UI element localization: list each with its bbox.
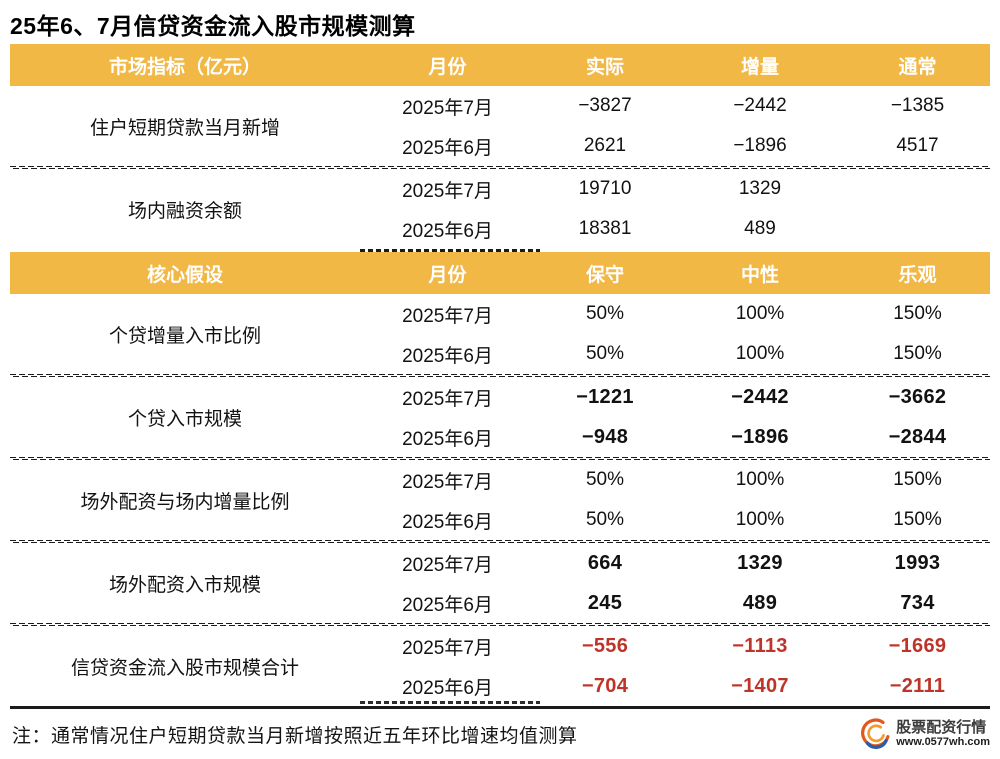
month-cell: 2025年6月 <box>402 345 493 367</box>
month-cell: 2025年7月 <box>402 388 493 410</box>
brand-text: 股票配资行情 www.0577wh.com <box>896 719 990 749</box>
header-cell-neutral: 中性 <box>740 264 779 286</box>
brand-name: 股票配资行情 <box>896 719 987 737</box>
month-cell: 2025年7月 <box>402 637 493 659</box>
value-cell: 50% <box>585 509 625 530</box>
value-cell: 150% <box>893 343 942 364</box>
value-cell: −2844 <box>888 425 947 448</box>
section-label: 个贷入市规模 <box>127 408 242 430</box>
dashed-divider <box>10 374 990 377</box>
dashed-divider <box>10 540 990 543</box>
value-cell: −704 <box>581 674 629 697</box>
table-header-market: 市场指标（亿元） 月份 实际 增量 通常 <box>10 44 990 86</box>
value-cell: 664 <box>587 551 623 574</box>
value-cell: −2111 <box>889 674 946 697</box>
value-cell: −3827 <box>578 95 632 116</box>
value-cell: 100% <box>735 469 785 490</box>
value-cell: −1221 <box>576 385 634 408</box>
value-cell: 100% <box>735 343 785 364</box>
footnote: 注：通常情况住户短期贷款当月新增按照近五年环比增速均值测算 <box>12 725 578 747</box>
value-cell: 150% <box>893 303 942 324</box>
section-otc-scale: 场外配资入市规模 2025年7月 664 1329 1993 2025年6月 2… <box>10 543 990 623</box>
value-cell: −1407 <box>731 674 789 697</box>
month-cell: 2025年6月 <box>402 428 493 450</box>
month-cell: 2025年7月 <box>402 471 493 493</box>
section-household-short-loans: 住户短期贷款当月新增 2025年7月 −3827 −2442 −1385 202… <box>10 86 990 166</box>
value-cell: 1329 <box>737 551 783 574</box>
brand-swirl-icon <box>861 718 890 749</box>
value-cell: −1385 <box>890 95 945 116</box>
brand-website: www.0577wh.com <box>896 736 990 749</box>
value-cell: −3662 <box>888 385 947 408</box>
month-cell: 2025年7月 <box>402 180 493 202</box>
value-cell: −1896 <box>733 135 787 156</box>
dashed-divider <box>10 623 990 626</box>
month-cell: 2025年6月 <box>402 220 493 242</box>
value-cell: 50% <box>585 469 625 490</box>
value-cell: −948 <box>581 425 629 448</box>
value-cell: −1669 <box>888 634 947 657</box>
header-cell-increment: 增量 <box>740 56 779 78</box>
month-cell: 2025年7月 <box>402 97 493 119</box>
section-label: 场外配资入市规模 <box>108 574 261 596</box>
header-cell-usual: 通常 <box>898 56 937 78</box>
header-cell-month: 月份 <box>428 264 467 286</box>
month-cell: 2025年6月 <box>402 511 493 533</box>
value-cell: −1113 <box>732 634 788 657</box>
value-cell: −2442 <box>731 385 789 408</box>
month-cell: 2025年6月 <box>402 677 493 699</box>
dashed-divider <box>10 166 990 169</box>
section-loan-entry-ratio: 个贷增量入市比例 2025年7月 50% 100% 150% 2025年6月 5… <box>10 294 990 374</box>
value-cell: 734 <box>900 591 935 614</box>
month-cell: 2025年7月 <box>402 305 493 327</box>
dashed-divider-partial <box>10 249 990 252</box>
section-label: 信贷资金流入股市规模合计 <box>70 657 299 679</box>
section-label: 场内融资余额 <box>127 200 242 222</box>
table-bottom-border <box>10 701 990 709</box>
value-cell <box>845 209 990 249</box>
value-cell: −1896 <box>731 425 789 448</box>
footer: 注：通常情况住户短期贷款当月新增按照近五年环比增速均值测算 股票配资行情 www… <box>0 709 1000 759</box>
value-cell: 100% <box>735 303 785 324</box>
header-cell-optimistic: 乐观 <box>898 264 937 286</box>
header-cell-month: 月份 <box>428 56 467 78</box>
section-otc-ratio: 场外配资与场内增量比例 2025年7月 50% 100% 150% 2025年6… <box>10 460 990 540</box>
value-cell: 1993 <box>894 551 941 574</box>
page-title: 25年6、7月信贷资金流入股市规模测算 <box>10 13 416 39</box>
value-cell: 489 <box>744 218 776 239</box>
value-cell: 18381 <box>578 218 632 239</box>
month-cell: 2025年6月 <box>402 594 493 616</box>
section-total-credit-inflow: 信贷资金流入股市规模合计 2025年7月 −556 −1113 −1669 20… <box>10 626 990 706</box>
header-cell-actual: 实际 <box>585 56 624 78</box>
value-cell: 4517 <box>896 135 939 156</box>
month-cell: 2025年7月 <box>402 554 493 576</box>
header-cell-conservative: 保守 <box>585 264 624 286</box>
section-label: 住户短期贷款当月新增 <box>89 117 280 139</box>
value-cell: 2621 <box>583 135 627 156</box>
value-cell: 150% <box>893 469 942 490</box>
value-cell: −2442 <box>733 95 787 116</box>
value-cell: 245 <box>587 591 623 614</box>
month-cell: 2025年6月 <box>402 137 493 159</box>
value-cell: 150% <box>893 509 942 530</box>
table-header-assumption: 核心假设 月份 保守 中性 乐观 <box>10 252 990 294</box>
value-cell <box>845 169 990 209</box>
watermark: 股票配资行情 www.0577wh.com <box>859 718 990 750</box>
value-cell: 489 <box>742 591 778 614</box>
section-loan-entry-scale: 个贷入市规模 2025年7月 −1221 −2442 −3662 2025年6月… <box>10 377 990 457</box>
value-cell: −556 <box>581 634 629 657</box>
section-label: 个贷增量入市比例 <box>108 325 261 347</box>
value-cell: 100% <box>735 509 785 530</box>
value-cell: 50% <box>585 343 625 364</box>
section-label: 场外配资与场内增量比例 <box>80 491 290 513</box>
value-cell: 50% <box>585 303 625 324</box>
dashed-divider <box>10 457 990 460</box>
value-cell: 1329 <box>738 178 782 199</box>
header-cell-assumption: 核心假设 <box>146 264 223 286</box>
section-margin-balance: 场内融资余额 2025年7月 19710 1329 2025年6月 18381 … <box>10 169 990 249</box>
header-cell-indicator: 市场指标（亿元） <box>108 56 261 78</box>
value-cell: 19710 <box>578 178 632 199</box>
